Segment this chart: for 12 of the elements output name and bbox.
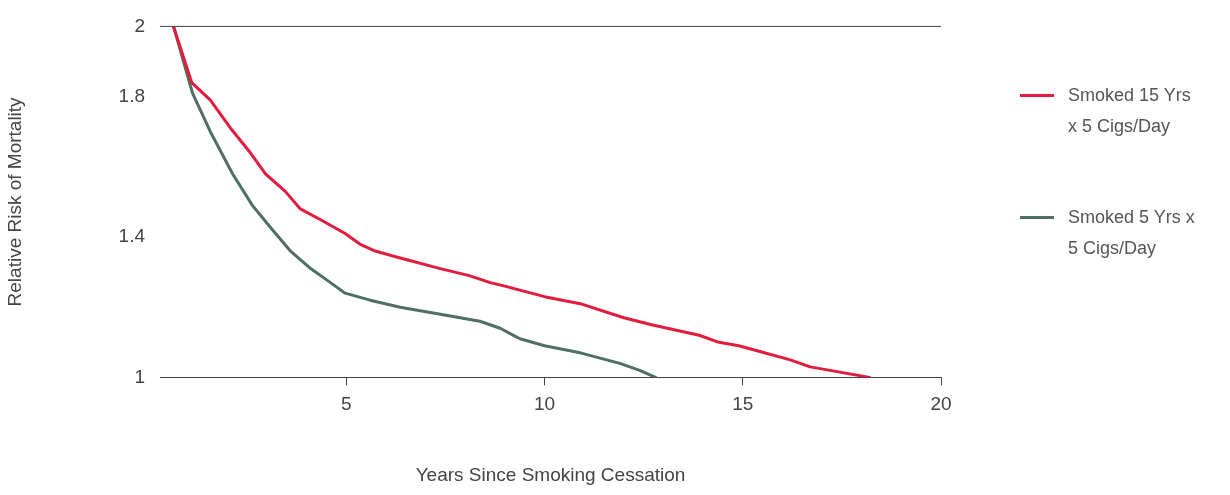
x-tick-label: 15 <box>732 393 754 415</box>
y-tick-label: 1 <box>134 365 145 387</box>
y-tick-label: 1.8 <box>118 84 145 106</box>
legend-label: Smoked 5 Yrs x 5 Cigs/Day <box>1068 206 1196 260</box>
y-tick-label: 2 <box>134 14 145 36</box>
x-tick-label: 10 <box>533 393 556 415</box>
y-axis-title: Relative Risk of Mortality <box>3 96 25 307</box>
x-tick-label: 20 <box>930 393 952 415</box>
x-axis-title: Years Since Smoking Cessation <box>415 463 686 485</box>
x-tick-label: 5 <box>341 393 352 415</box>
legend-label: Smoked 15 Yrs x 5 Cigs/Day <box>1068 84 1192 138</box>
y-tick-label: 1.4 <box>118 225 146 247</box>
